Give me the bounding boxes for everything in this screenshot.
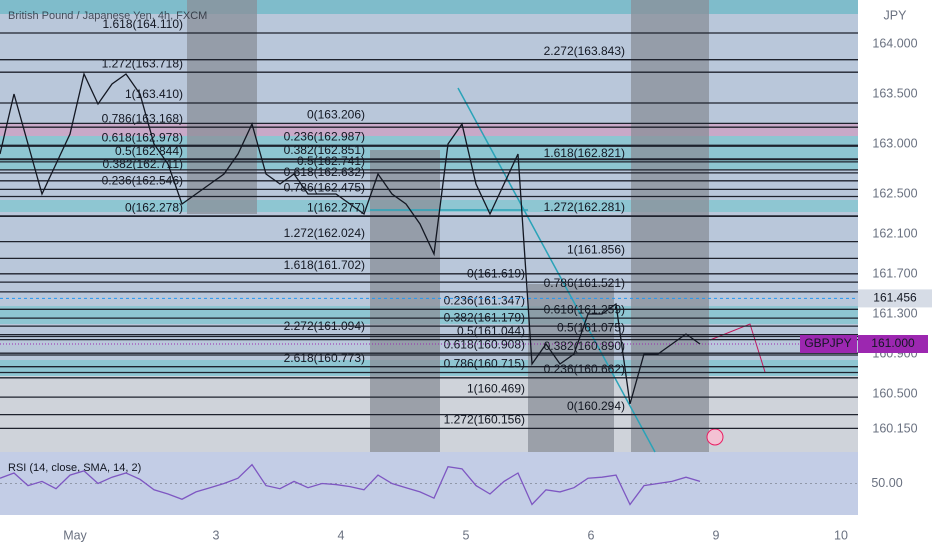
y-tick-label: 162.100 <box>872 226 917 240</box>
y-tick-label: 161.300 <box>872 306 917 320</box>
fib-label: 0.618(161.259) <box>544 302 625 316</box>
fib-label: 0(162.278) <box>125 200 183 214</box>
y-tick-label: 163.000 <box>872 136 917 150</box>
y-tick-label: 164.000 <box>872 36 917 50</box>
fib-label: 1(163.410) <box>125 87 183 101</box>
time-axis <box>0 515 858 550</box>
fib-label: 0.5(162.741) <box>297 154 365 168</box>
fib-label: 1.618(162.821) <box>544 146 625 160</box>
symbol-label: GBPJPY <box>804 336 851 350</box>
alert-tag <box>858 289 932 308</box>
y-tick-label: 160.150 <box>872 421 917 435</box>
event-icon <box>706 428 724 446</box>
fib-label: 1(160.469) <box>467 381 525 395</box>
alert-label: 161.456 <box>873 291 917 305</box>
x-tick-label: 3 <box>213 528 220 542</box>
x-tick-label: 4 <box>338 528 345 542</box>
fib-label: 0.786(162.475) <box>284 181 365 195</box>
y-tick-label: 160.500 <box>872 386 917 400</box>
shade <box>528 284 614 452</box>
fib-label: 0.618(162.632) <box>284 165 365 179</box>
fib-label: 0.382(162.851) <box>284 143 365 157</box>
fib-label: 2.272(163.843) <box>544 44 625 58</box>
fib-label: 0.382(162.711) <box>102 157 183 171</box>
fib-label: 1(162.277) <box>307 200 365 214</box>
fib-label: 0.786(163.168) <box>102 111 183 125</box>
shade <box>187 0 257 214</box>
price-line <box>0 72 701 405</box>
fib-label: 0.618(162.978) <box>102 130 183 144</box>
x-tick-label: 5 <box>463 528 470 542</box>
fib-label: 1.272(162.024) <box>284 226 365 240</box>
fib-label: 0.382(160.890) <box>544 339 625 353</box>
rsi-title: RSI (14, close, SMA, 14, 2) <box>8 462 141 474</box>
fib-label: 1.272(160.156) <box>444 413 525 427</box>
fib-label: 0.5(161.044) <box>457 324 525 338</box>
rsi-line <box>0 463 701 506</box>
symbol-tag <box>800 335 857 353</box>
fib-label: 0.5(162.844) <box>115 144 183 158</box>
trend-line <box>457 87 656 453</box>
fib-label: 1.618(164.110) <box>102 17 183 31</box>
fib-label: 0.5(161.075) <box>557 321 625 335</box>
fib-label: 0.786(161.521) <box>544 276 625 290</box>
fib-label: 0(161.619) <box>467 266 525 280</box>
x-tick-label: May <box>63 528 87 542</box>
shade <box>631 0 709 452</box>
x-tick-label: 9 <box>713 528 720 542</box>
last-label: 161.000 <box>871 336 915 350</box>
fib-label: 0.618(160.908) <box>444 337 525 351</box>
shade <box>370 150 440 452</box>
fib-label: 1.272(163.718) <box>102 56 183 70</box>
fib-label: 0(160.294) <box>567 399 625 413</box>
price-axis <box>858 0 932 550</box>
y-tick-label: 163.500 <box>872 86 917 100</box>
currency: JPY <box>884 8 908 22</box>
fib-label: 0.236(162.987) <box>284 129 365 143</box>
fib-label: 0.236(160.662) <box>544 362 625 376</box>
x-tick-label: 10 <box>834 528 848 542</box>
fib-label: 0.382(161.179) <box>444 310 525 324</box>
y-tick-label: 162.500 <box>872 186 917 200</box>
last-tag <box>858 335 928 353</box>
fib-label: 1(161.856) <box>567 243 625 257</box>
fib-label: 0.236(161.347) <box>444 293 525 307</box>
y-tick-label: 161.700 <box>872 266 917 280</box>
rsi-tick-label: 50.00 <box>871 476 902 490</box>
x-tick-label: 6 <box>588 528 595 542</box>
fib-label: 0.786(160.715) <box>444 357 525 371</box>
fib-label: 1.272(162.281) <box>544 200 625 214</box>
fib-label: 0(163.206) <box>307 108 365 122</box>
fib-label: 1.618(161.702) <box>284 258 365 272</box>
chart-title: British Pound / Japanese Yen, 4h, FXCM <box>8 10 207 22</box>
